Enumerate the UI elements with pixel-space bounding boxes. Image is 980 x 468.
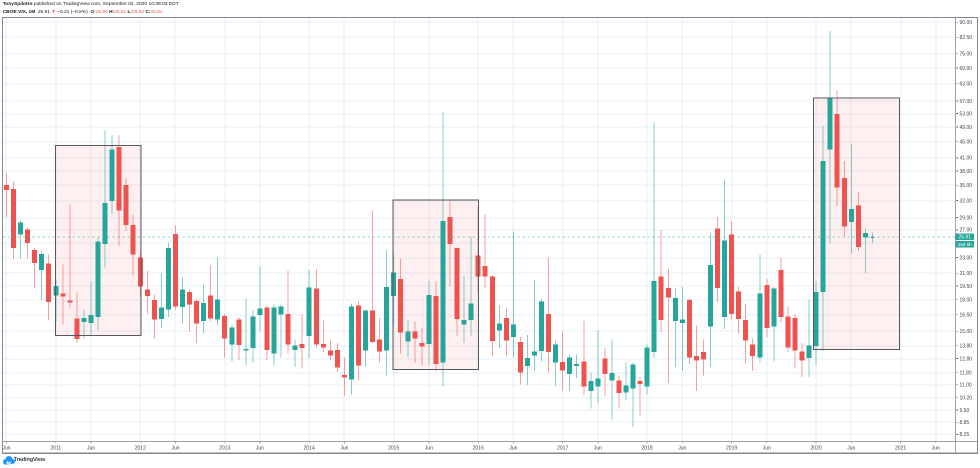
svg-text:18.00: 18.00	[960, 298, 973, 304]
svg-text:53.00: 53.00	[960, 111, 973, 117]
svg-text:Jun: Jun	[509, 446, 517, 452]
svg-text:75.00: 75.00	[960, 52, 973, 58]
svg-text:27.00: 27.00	[960, 228, 973, 234]
svg-text:Jun: Jun	[932, 446, 940, 452]
svg-text:41.00: 41.00	[960, 156, 973, 162]
svg-text:2019: 2019	[726, 446, 737, 452]
svg-text:Jun: Jun	[847, 446, 855, 452]
svg-text:Jun: Jun	[340, 446, 348, 452]
svg-text:Jun: Jun	[594, 446, 602, 452]
svg-text:49.00: 49.00	[960, 125, 973, 131]
svg-text:19.50: 19.50	[960, 284, 973, 290]
svg-text:15.00: 15.00	[960, 329, 973, 335]
svg-text:Jun: Jun	[678, 446, 686, 452]
svg-text:13.80: 13.80	[960, 344, 973, 350]
svg-text:21.00: 21.00	[960, 271, 973, 277]
svg-text:10.20: 10.20	[960, 396, 973, 402]
svg-text:2013: 2013	[219, 446, 230, 452]
svg-text:Jun: Jun	[87, 446, 95, 452]
svg-text:11.80: 11.80	[960, 371, 972, 377]
svg-text:29.00: 29.00	[960, 215, 973, 221]
svg-text:2017: 2017	[557, 446, 568, 452]
svg-text:Jun: Jun	[256, 446, 264, 452]
svg-text:9.50: 9.50	[960, 408, 970, 414]
svg-text:2021: 2021	[895, 446, 906, 452]
svg-text:Jun: Jun	[2, 446, 10, 452]
svg-text:82.50: 82.50	[960, 35, 973, 41]
svg-text:12.80: 12.80	[960, 356, 973, 362]
svg-text:23.00: 23.00	[960, 255, 973, 261]
svg-text:63.00: 63.00	[960, 82, 973, 88]
svg-text:2015: 2015	[388, 446, 399, 452]
svg-text:16.50: 16.50	[960, 313, 973, 319]
svg-text:2020: 2020	[811, 446, 822, 452]
svg-text:35.00: 35.00	[960, 183, 973, 189]
svg-text:2018: 2018	[642, 446, 653, 452]
svg-text:28d 6h: 28d 6h	[958, 242, 972, 247]
svg-text:Jun: Jun	[763, 446, 771, 452]
svg-text:2012: 2012	[135, 446, 146, 452]
svg-text:38.00: 38.00	[960, 169, 973, 175]
svg-text:8.25: 8.25	[960, 432, 970, 438]
svg-text:69.00: 69.00	[960, 66, 973, 72]
svg-text:25.91: 25.91	[958, 234, 971, 240]
svg-text:32.00: 32.00	[960, 198, 973, 204]
svg-text:11.00: 11.00	[960, 383, 972, 389]
svg-text:2014: 2014	[304, 446, 315, 452]
svg-text:57.00: 57.00	[960, 99, 973, 105]
svg-text:Jun: Jun	[425, 446, 433, 452]
svg-text:2011: 2011	[50, 446, 61, 452]
svg-text:45.00: 45.00	[960, 140, 973, 146]
svg-text:2016: 2016	[473, 446, 484, 452]
svg-text:8.85: 8.85	[960, 420, 970, 426]
svg-text:Jun: Jun	[171, 446, 179, 452]
svg-text:90.00: 90.00	[960, 20, 973, 26]
